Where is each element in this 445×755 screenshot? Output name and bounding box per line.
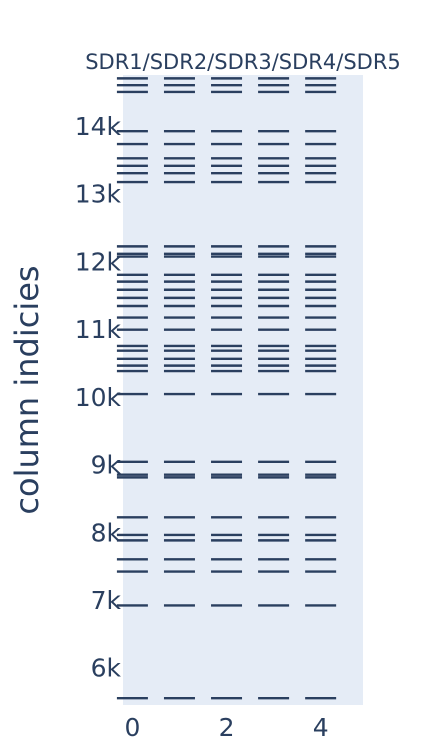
y-tick-label: 14k bbox=[75, 112, 122, 141]
x-tick-label: 0 bbox=[124, 713, 140, 742]
x-tick-label: 4 bbox=[313, 713, 329, 742]
y-tick-label: 6k bbox=[91, 654, 122, 683]
y-axis-ticks: 6k 7k 8k 9k 10k 11k 12k 13k 14k bbox=[75, 112, 122, 683]
y-tick-label: 9k bbox=[91, 451, 122, 480]
y-tick-label: 13k bbox=[75, 180, 122, 209]
chart-title: SDR1/SDR2/SDR3/SDR4/SDR5 bbox=[85, 50, 401, 74]
y-axis-label: column indicies bbox=[8, 265, 46, 514]
y-tick-label: 11k bbox=[75, 315, 122, 344]
x-tick-label: 2 bbox=[219, 713, 235, 742]
x-axis-ticks: 0 2 4 bbox=[124, 713, 328, 742]
plot-background bbox=[123, 75, 363, 705]
y-tick-label: 8k bbox=[91, 518, 122, 547]
y-tick-label: 12k bbox=[75, 247, 122, 276]
y-tick-label: 7k bbox=[91, 586, 122, 615]
y-tick-label: 10k bbox=[75, 383, 122, 412]
